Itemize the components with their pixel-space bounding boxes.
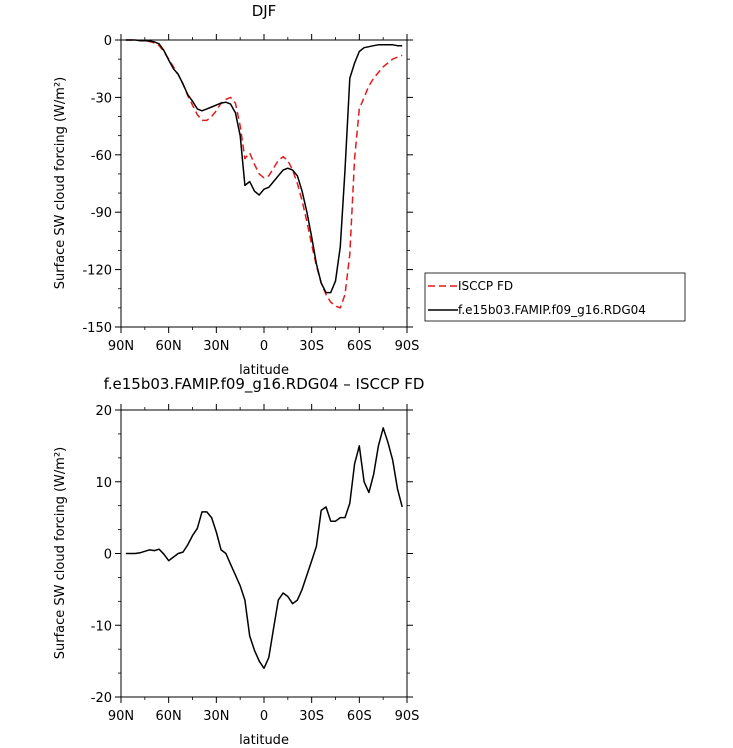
top-y-tick-label: -90 [91,206,112,221]
legend-label-isccp-fd: ISCCP FD [458,279,513,293]
top-x-tick-label: 30N [203,339,229,354]
legend-label-model: f.e15b03.FAMIP.f09_g16.RDG04 [458,303,646,317]
bottom-x-tick-label: 30S [299,709,324,724]
top-chart-x-axis-label: latitude [239,363,289,378]
top-chart-y-axis-label: Surface SW cloud forcing (W/m²) [53,77,68,289]
bottom-x-tick-label: 60S [347,709,372,724]
top-chart-frame [120,39,408,328]
top-y-tick-label: -30 [91,91,112,106]
top-x-tick-label: 0 [260,339,268,354]
top-x-tick-label: 30S [299,339,324,354]
top-chart-legend: ISCCP FD f.e15b03.FAMIP.f09_g16.RDG04 [424,272,686,322]
bottom-x-tick-label: 90S [395,709,420,724]
top-x-tick-label: 90N [108,339,134,354]
bottom-chart-y-axis-label: Surface SW cloud forcing (W/m²) [53,447,68,659]
bottom-x-tick-label: 30N [203,709,229,724]
top-x-tick-label: 60N [156,339,182,354]
top-series-line-isccp-fd [125,39,403,309]
bottom-x-tick-label: 90N [108,709,134,724]
top-y-tick-label: -150 [82,321,112,336]
bottom-chart-title: f.e15b03.FAMIP.f09_g16.RDG04 – ISCCP FD [104,375,425,394]
bottom-y-tick-label: -10 [91,619,112,634]
legend-box [424,272,686,322]
top-x-tick-label: 90S [395,339,420,354]
top-x-tick-label: 60S [347,339,372,354]
bottom-y-tick-label: 0 [104,548,112,563]
top-y-tick-label: -120 [82,264,112,279]
bottom-y-tick-label: 10 [95,476,112,491]
top-series-line-model [125,39,403,294]
bottom-x-tick-label: 0 [260,709,268,724]
bottom-chart-panel: f.e15b03.FAMIP.f09_g16.RDG04 – ISCCP FD … [53,375,424,748]
bottom-y-tick-label: -20 [91,691,112,706]
top-y-tick-label: 0 [104,34,112,49]
bottom-chart-x-axis-label: latitude [239,733,289,748]
bottom-x-tick-label: 60N [156,709,182,724]
bottom-y-tick-label: 20 [95,404,112,419]
top-chart-panel: DJF 90N 60N 30N 0 30S 60S 90S 0 -30 -60 -90 -120 -15… [53,2,686,378]
top-y-tick-label: -60 [91,149,112,164]
bottom-series-line-difference [125,427,403,670]
bottom-chart-frame [120,409,408,698]
top-chart-title: DJF [252,2,277,20]
